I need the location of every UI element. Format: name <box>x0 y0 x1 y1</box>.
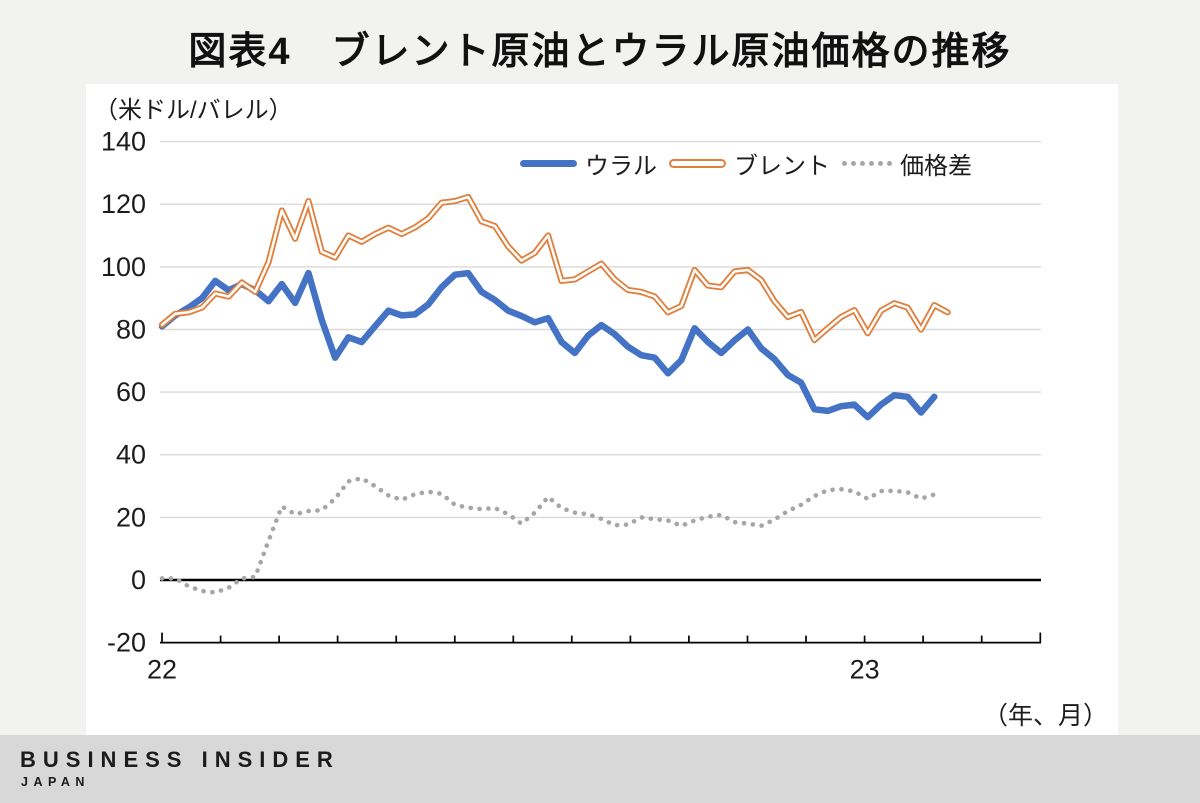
page-title: 図表4 ブレント原油とウラル原油価格の推移 <box>188 31 1012 73</box>
footer-bar: BUSINESS INSIDER JAPAN <box>0 735 1200 803</box>
x-axis-note: （年、月） <box>982 702 1108 730</box>
y-tick-label: -20 <box>107 628 146 658</box>
y-tick-label: 20 <box>116 502 146 532</box>
y-tick-label: 80 <box>116 315 146 345</box>
brent-line-swatch-icon <box>669 158 726 168</box>
brand-logo-subtext: JAPAN <box>21 775 90 789</box>
y-tick-label: 140 <box>101 127 146 157</box>
y-axis-unit-label: （米ドル/バレル） <box>94 97 293 124</box>
brand-logo-text: BUSINESS INSIDER <box>20 747 340 772</box>
y-tick-label: 100 <box>101 252 146 282</box>
legend-label-brent: ブレント <box>734 152 830 180</box>
ural-line-swatch-icon <box>520 159 577 167</box>
x-tick-label: 23 <box>850 655 880 685</box>
brent-line-inner <box>160 195 949 342</box>
legend-label-diff: 価格差 <box>900 152 972 180</box>
y-tick-label: 60 <box>116 377 146 407</box>
chart-card: （米ドル/バレル） -20 0 20 40 60 80 100 120 140 22 23 ウラル … <box>86 84 1118 735</box>
legend-item-ural: ウラル <box>520 146 657 181</box>
ural-line <box>158 269 938 421</box>
chart-legend: ウラル ブレント 価格差 <box>520 146 972 181</box>
diff-dotted-line <box>159 475 937 595</box>
chart-svg: -20 0 20 40 60 80 100 120 140 22 23 <box>101 127 1042 685</box>
y-tick-label: 120 <box>101 189 146 219</box>
x-tick-label: 22 <box>147 655 177 685</box>
legend-item-brent: ブレント <box>669 146 830 181</box>
diff-dotted-swatch-icon <box>842 160 892 166</box>
legend-item-diff: 価格差 <box>842 146 972 181</box>
y-tick-label: 0 <box>131 565 146 595</box>
legend-label-ural: ウラル <box>585 152 657 180</box>
y-tick-label: 40 <box>116 440 146 470</box>
